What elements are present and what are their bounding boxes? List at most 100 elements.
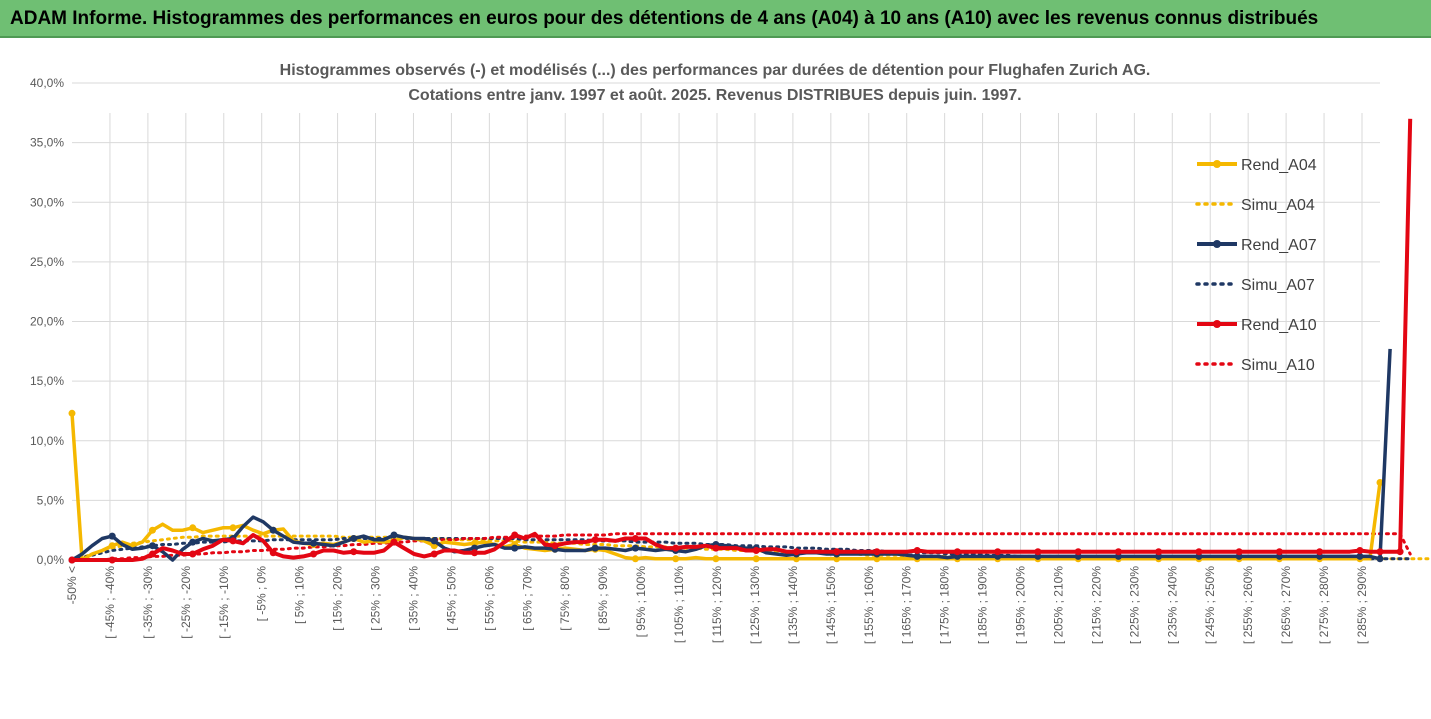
y-tick-label: 15,0% — [30, 374, 64, 388]
x-tick-label: [ 135% ; 140% — [786, 566, 800, 644]
series-point-rend_a04 — [672, 555, 680, 563]
series-point-rend_a04 — [792, 555, 800, 563]
legend-label: Simu_A04 — [1241, 197, 1315, 214]
series-point-rend_a10 — [631, 535, 639, 542]
series-point-rend_a04 — [108, 542, 116, 550]
x-tick-label: [ 65% ; 70% — [520, 566, 534, 631]
series-point-rend_a07 — [310, 539, 317, 547]
x-tick-label: [ 75% ; 80% — [558, 566, 572, 631]
series-point-rend_a07 — [350, 535, 358, 542]
series-point-rend_a04 — [833, 555, 841, 563]
series-point-rend_a07 — [430, 537, 438, 545]
y-tick-label: 20,0% — [30, 315, 64, 329]
x-tick-label: [ 15% ; 20% — [331, 566, 345, 631]
series-point-rend_a07 — [149, 542, 156, 550]
y-tick-label: 35,0% — [30, 136, 64, 150]
x-tick-label: [ 285% ; 290% — [1355, 566, 1369, 644]
series-point-rend_a07 — [189, 538, 197, 546]
report-banner: ADAM Informe. Histogrammes des performan… — [0, 0, 1431, 38]
series-point-rend_a10 — [591, 536, 599, 544]
series-point-rend_a10 — [189, 550, 197, 558]
series-point-rend_a07 — [1376, 555, 1384, 563]
x-tick-label: [ 215% ; 220% — [1089, 566, 1103, 644]
y-tick-label: 30,0% — [30, 195, 64, 209]
series-point-rend_a10 — [1074, 548, 1082, 556]
x-tick-label: [ 165% ; 170% — [900, 566, 914, 644]
y-tick-label: 5,0% — [37, 493, 65, 507]
x-tick-label: [ 95% ; 100% — [634, 566, 648, 638]
y-tick-label: 25,0% — [30, 255, 64, 269]
series-point-rend_a10 — [350, 548, 358, 556]
legend-marker — [1213, 240, 1221, 248]
series-point-rend_a04 — [873, 555, 881, 563]
chart-title-line2: Cotations entre janv. 1997 et août. 2025… — [408, 87, 1021, 104]
series-point-rend_a10 — [310, 550, 317, 558]
x-tick-label: [ 5% ; 10% — [293, 566, 307, 624]
legend-label: Simu_A10 — [1241, 357, 1315, 374]
series-point-rend_a10 — [551, 542, 559, 550]
series-point-rend_a10 — [229, 537, 237, 545]
series-point-rend_a10 — [792, 548, 800, 556]
series-point-rend_a10 — [712, 544, 720, 552]
x-tick-label: [ 235% ; 240% — [1165, 566, 1179, 644]
x-tick-label: [ 155% ; 160% — [862, 566, 876, 644]
legend-marker — [1213, 320, 1221, 328]
x-tick-label: [ -5% ; 0% — [255, 566, 269, 622]
legend-marker — [1213, 160, 1221, 168]
plot-area — [68, 118, 1431, 564]
series-point-rend_a07 — [591, 544, 599, 552]
x-tick-label: [ -15% ; -10% — [217, 566, 231, 639]
series-point-rend_a07 — [631, 544, 639, 552]
series-point-rend_a10 — [672, 544, 680, 552]
x-tick-label: [ 265% ; 270% — [1279, 566, 1293, 644]
legend: Rend_A04 Simu_A04 Rend_A07 Simu_A07 Rend_A10… — [1195, 157, 1317, 374]
series-point-rend_a04 — [68, 409, 76, 417]
series-line-simu_a10 — [70, 532, 1412, 562]
legend-label: Rend_A07 — [1241, 237, 1317, 254]
series-point-rend_a10 — [1376, 548, 1384, 556]
x-tick-label: -50% < — [65, 566, 79, 604]
series-point-rend_a10 — [913, 547, 921, 554]
x-tick-label: [ 225% ; 230% — [1127, 566, 1141, 644]
legend-label: Rend_A10 — [1241, 317, 1317, 334]
x-tick-label: [ 125% ; 130% — [748, 566, 762, 644]
x-tick-label: [ 45% ; 50% — [444, 566, 458, 631]
series-point-rend_a10 — [1034, 548, 1042, 556]
series-point-rend_a10 — [68, 556, 76, 564]
x-tick-label: [ 85% ; 90% — [596, 566, 610, 631]
x-tick-label: [ -25% ; -20% — [179, 566, 193, 639]
series-point-rend_a10 — [1235, 548, 1243, 556]
x-tick-label: [ 35% ; 40% — [406, 566, 420, 631]
series-point-rend_a10 — [1275, 548, 1283, 556]
series-point-rend_a10 — [833, 548, 841, 556]
series-point-rend_a10 — [430, 550, 438, 558]
y-axis: 0,0% 5,0% 10,0% 15,0% 20,0% 25,0% 30,0% 35,0% 40… — [30, 76, 64, 567]
series-point-rend_a07 — [913, 552, 921, 560]
y-tick-label: 10,0% — [30, 434, 64, 448]
y-tick-label: 40,0% — [30, 76, 64, 90]
series-point-rend_a04 — [752, 555, 760, 563]
series-point-rend_a10 — [471, 549, 478, 557]
x-tick-label: [ -45% ; -40% — [103, 566, 117, 639]
series-line-rend_a10 — [72, 118, 1413, 562]
series-line-rend_a04 — [70, 413, 1382, 562]
series-point-rend_a04 — [712, 555, 720, 563]
x-tick-label: [ 275% ; 280% — [1317, 566, 1331, 644]
legend-label: Rend_A04 — [1241, 157, 1317, 174]
report-title: ADAM Informe. Histogrammes des performan… — [10, 8, 1319, 29]
series-point-rend_a10 — [1195, 548, 1203, 556]
x-tick-label: [ 255% ; 260% — [1241, 566, 1255, 644]
series-point-rend_a10 — [390, 538, 398, 546]
x-tick-label: [ 145% ; 150% — [824, 566, 838, 644]
series-point-rend_a04 — [631, 555, 639, 563]
x-axis: -50% < [ -45% ; -40% [ -35% ; -30% [ -25% ;… — [65, 559, 1380, 644]
legend-label: Simu_A07 — [1241, 277, 1315, 294]
x-tick-label: [ 205% ; 210% — [1051, 566, 1065, 644]
x-tick-label: [ 185% ; 190% — [976, 566, 990, 644]
series-point-rend_a07 — [108, 532, 116, 540]
series-point-rend_a04 — [1376, 479, 1384, 486]
x-tick-label: [ 115% ; 120% — [710, 566, 724, 643]
chart-title-line1: Histogrammes observés (-) et modélisés (… — [280, 62, 1151, 79]
gridlines — [72, 82, 1380, 560]
series-point-rend_a10 — [1356, 547, 1364, 554]
